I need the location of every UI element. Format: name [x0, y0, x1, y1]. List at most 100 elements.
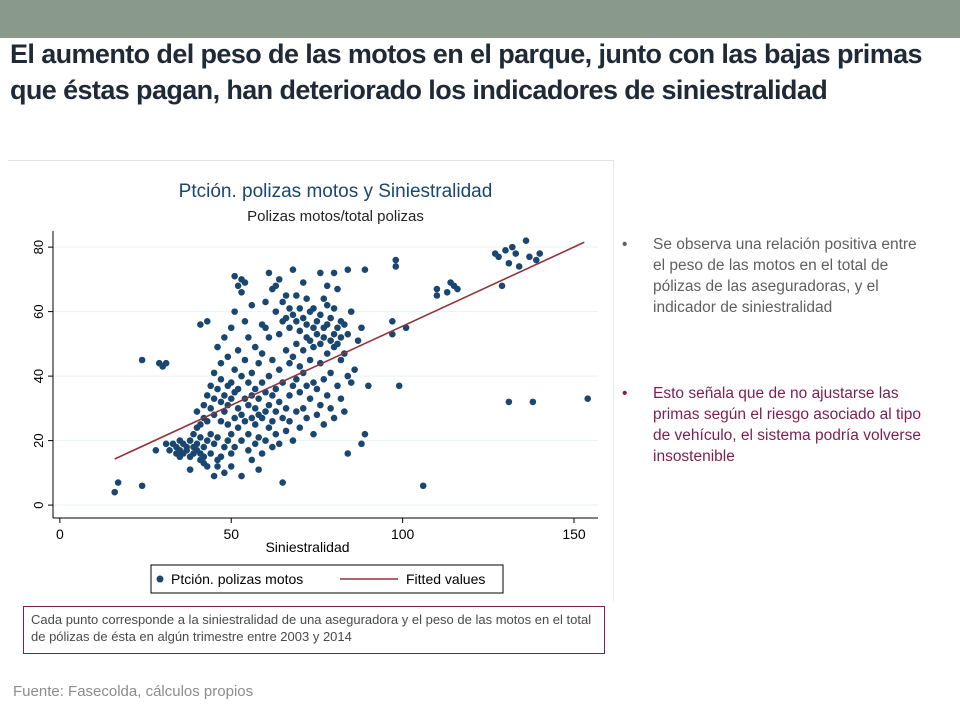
- data-point: [334, 340, 341, 348]
- legend-box: [150, 564, 504, 594]
- data-point: [330, 414, 338, 422]
- data-point: [265, 334, 273, 341]
- data-point: [344, 372, 352, 380]
- source-note: Fuente: Fasecolda, cálculos propios: [13, 683, 254, 700]
- data-point: [310, 324, 317, 332]
- data-point: [221, 334, 228, 341]
- data-point: [282, 347, 290, 354]
- data-point: [162, 359, 170, 367]
- data-point: [286, 417, 293, 425]
- data-point: [389, 317, 396, 325]
- data-point: [293, 292, 300, 299]
- chart-title: Ptción. polizas motos y Siniestralidad: [179, 181, 493, 202]
- data-point: [138, 482, 146, 490]
- data-point: [299, 279, 307, 286]
- data-point: [361, 430, 369, 438]
- data-point: [231, 272, 238, 280]
- data-point: [310, 305, 317, 312]
- data-point: [289, 437, 297, 444]
- data-point: [221, 443, 228, 451]
- data-point: [227, 379, 235, 386]
- data-point: [248, 369, 256, 377]
- data-point: [282, 405, 290, 412]
- data-point: [313, 411, 321, 419]
- data-point: [197, 321, 204, 328]
- bullet-item-highlight: • Esto señala que de no ajustarse las pr…: [622, 383, 932, 467]
- data-point: [337, 395, 345, 402]
- data-point: [299, 314, 307, 322]
- data-point: [203, 417, 211, 425]
- data-point: [241, 417, 249, 425]
- data-point: [327, 405, 334, 412]
- data-point: [275, 330, 283, 338]
- data-point: [203, 463, 211, 470]
- data-point: [193, 408, 201, 415]
- data-point: [320, 421, 328, 428]
- data-point: [334, 382, 341, 390]
- data-point: [224, 421, 232, 428]
- data-point: [286, 359, 293, 367]
- x-tick-label: 50: [223, 526, 239, 542]
- data-point: [234, 405, 242, 412]
- data-point: [265, 372, 273, 380]
- data-point: [272, 408, 280, 415]
- data-point: [258, 414, 266, 422]
- data-point: [330, 330, 338, 338]
- bullet-text: Esto señala que de no ajustarse las prim…: [653, 385, 921, 465]
- data-point: [231, 308, 238, 315]
- data-point: [354, 337, 362, 344]
- data-point: [207, 430, 214, 438]
- chart-panel: Ptción. polizas motos y Siniestralidad Po…: [8, 160, 614, 601]
- data-point: [330, 269, 338, 277]
- data-point: [227, 324, 235, 332]
- data-point: [337, 356, 345, 364]
- y-tick-label: 40: [31, 369, 46, 383]
- data-point: [265, 269, 273, 277]
- data-point: [214, 343, 221, 351]
- data-point: [210, 472, 218, 480]
- data-point: [217, 398, 225, 406]
- data-point: [505, 398, 513, 406]
- data-point: [323, 392, 331, 399]
- data-point: [395, 382, 403, 390]
- data-point: [251, 385, 259, 393]
- data-point: [303, 382, 310, 390]
- data-point: [296, 388, 304, 396]
- data-point: [183, 443, 190, 451]
- data-point: [265, 424, 273, 432]
- data-point: [272, 385, 280, 393]
- data-point: [279, 479, 286, 486]
- bullet-item: • Se observa una relación positiva entre…: [622, 234, 932, 318]
- data-point: [317, 311, 324, 319]
- data-point: [272, 430, 280, 438]
- data-point: [272, 282, 280, 290]
- data-point: [251, 405, 259, 412]
- data-point: [275, 366, 283, 373]
- y-tick-label: 0: [31, 501, 46, 508]
- data-point: [529, 398, 537, 406]
- data-point: [214, 434, 221, 441]
- data-point: [320, 295, 328, 303]
- data-point: [515, 263, 523, 270]
- data-point: [306, 337, 314, 344]
- data-point: [327, 314, 334, 322]
- data-point: [265, 401, 273, 409]
- data-point: [317, 340, 324, 348]
- data-point: [251, 343, 259, 351]
- data-point: [306, 395, 314, 402]
- data-point: [210, 440, 218, 448]
- data-point: [323, 301, 331, 309]
- data-point: [327, 337, 334, 344]
- data-point: [262, 437, 269, 444]
- data-point: [138, 356, 146, 364]
- data-point: [269, 443, 276, 451]
- data-point: [231, 366, 238, 373]
- y-tick-label: 20: [31, 433, 46, 447]
- data-point: [495, 253, 502, 261]
- data-point: [197, 421, 204, 428]
- data-point: [317, 269, 324, 277]
- data-point: [221, 469, 228, 477]
- data-point: [238, 288, 245, 296]
- x-tick-label: 150: [562, 526, 586, 542]
- data-point: [351, 366, 358, 373]
